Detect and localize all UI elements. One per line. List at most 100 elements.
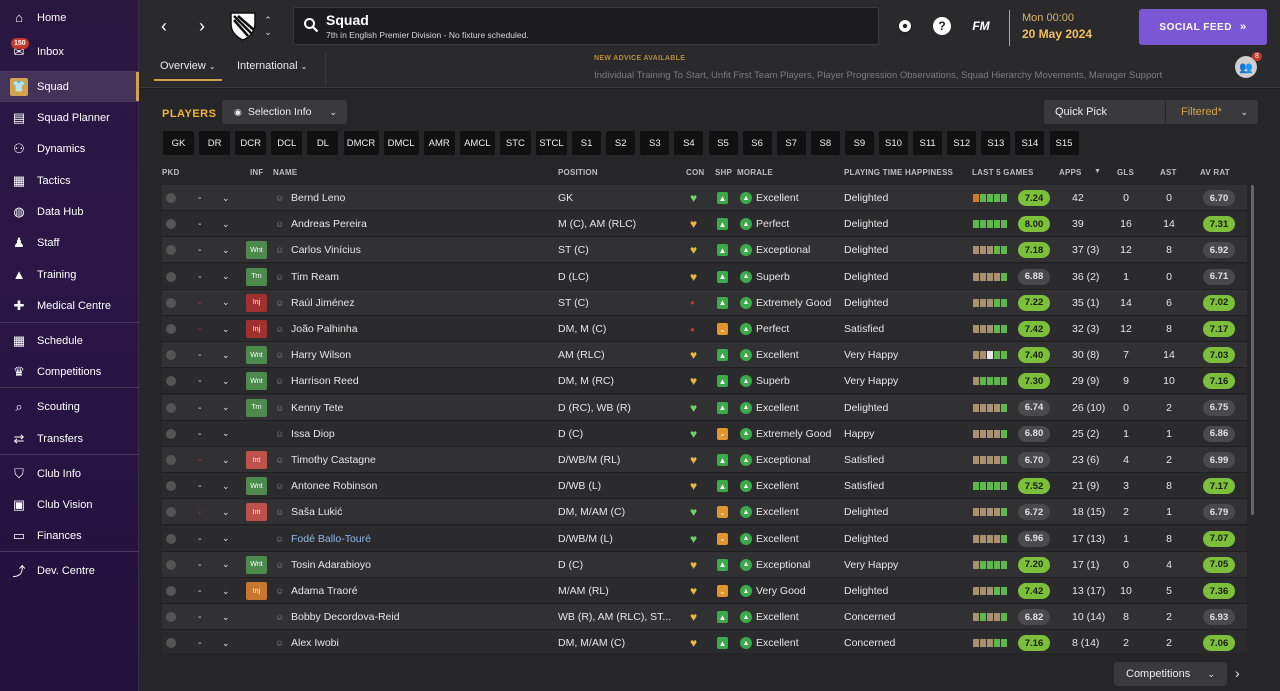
- selection-dash-icon[interactable]: -: [198, 427, 202, 440]
- pkd-toggle-icon[interactable]: [166, 350, 176, 361]
- pkd-toggle-icon[interactable]: [166, 324, 176, 334]
- selection-dash-icon[interactable]: -: [198, 532, 202, 545]
- title-search-box[interactable]: Squad 7th in English Premier Division - …: [293, 7, 879, 45]
- table-row[interactable]: - ⌄ ☺ Alex Iwobi DM, M/AM (C) ♥ ▲ ▲ Excellent Con…: [162, 630, 1247, 653]
- table-row[interactable]: - ⌄ Wnt ☺ Harry Wilson AM (RLC) ♥ ▲ ▲ Excellent Ve…: [162, 342, 1247, 369]
- position-filter-s11[interactable]: S11: [913, 131, 943, 155]
- player-name[interactable]: Andreas Pereira: [291, 218, 367, 231]
- row-dropdown-icon[interactable]: ⌄: [222, 402, 230, 413]
- sidebar-item-medical-centre[interactable]: ✚ Medical Centre: [0, 290, 139, 321]
- player-name[interactable]: Raúl Jiménez: [291, 296, 355, 309]
- pkd-toggle-icon[interactable]: [166, 219, 176, 230]
- position-filter-dl[interactable]: DL: [307, 131, 339, 155]
- player-name[interactable]: Adama Traoré: [291, 585, 358, 597]
- selection-dash-icon[interactable]: -: [198, 244, 202, 257]
- pkd-toggle-icon[interactable]: [166, 533, 176, 544]
- player-name[interactable]: Tosin Adarabioyo: [291, 558, 371, 571]
- table-row[interactable]: - ⌄ ☺ Andreas Pereira M (C), AM (RLC) ♥ ▲ ▲ Perf…: [162, 211, 1247, 238]
- col-inf[interactable]: INF: [250, 168, 264, 177]
- selection-dash-icon[interactable]: -: [198, 270, 202, 283]
- position-filter-s10[interactable]: S10: [879, 131, 908, 155]
- pkd-toggle-icon[interactable]: [166, 428, 176, 439]
- pkd-toggle-icon[interactable]: [166, 193, 176, 203]
- row-dropdown-icon[interactable]: ⌄: [222, 297, 230, 308]
- position-filter-gk[interactable]: GK: [163, 131, 194, 155]
- pkd-toggle-icon[interactable]: [166, 612, 176, 623]
- position-filter-dr[interactable]: DR: [199, 131, 231, 155]
- table-row[interactable]: - ⌄ Inj ☺ João Palhinha DM, M (C) ● ⌄ ▲ Perfect Sa…: [162, 316, 1247, 342]
- selection-dash-icon[interactable]: -: [198, 349, 202, 362]
- position-filter-s15[interactable]: S15: [1049, 131, 1079, 155]
- sidebar-item-scouting[interactable]: ⌕ Scouting: [0, 391, 139, 422]
- selection-dash-icon[interactable]: -: [198, 192, 202, 204]
- table-row[interactable]: - ⌄ Wnt ☺ Carlos Vinícius ST (C) ♥ ▲ ▲ Exceptiona…: [162, 237, 1247, 264]
- tab-overview[interactable]: Overview ⌄: [154, 60, 222, 81]
- chevron-right-icon[interactable]: ›: [1235, 665, 1240, 681]
- player-name[interactable]: Harry Wilson: [291, 349, 352, 362]
- row-dropdown-icon[interactable]: ⌄: [222, 244, 230, 255]
- selection-dash-icon[interactable]: -: [198, 323, 202, 335]
- pkd-toggle-icon[interactable]: [166, 638, 176, 649]
- selection-dash-icon[interactable]: -: [198, 611, 202, 624]
- sidebar-item-home[interactable]: ⌂ Home: [0, 2, 139, 33]
- row-dropdown-icon[interactable]: ⌄: [222, 480, 230, 491]
- pkd-toggle-icon[interactable]: [166, 402, 176, 413]
- col-con[interactable]: CON: [686, 168, 705, 177]
- player-name[interactable]: Bernd Leno: [291, 192, 346, 204]
- table-row[interactable]: - ⌄ ☺ Bobby Decordova-Reid WB (R), AM (RLC),…: [162, 604, 1247, 631]
- sidebar-item-transfers[interactable]: ⇄ Transfers: [0, 423, 139, 454]
- sidebar-item-staff[interactable]: ♟ Staff: [0, 227, 139, 258]
- selection-dash-icon[interactable]: -: [198, 506, 202, 519]
- position-filter-stc[interactable]: STC: [499, 131, 531, 155]
- pkd-toggle-icon[interactable]: [166, 376, 176, 387]
- position-filter-s14[interactable]: S14: [1015, 131, 1045, 155]
- table-row[interactable]: - ⌄ ☺ Bernd Leno GK ♥ ▲ ▲ Excellent Delighted 7.24…: [162, 185, 1247, 211]
- sidebar-item-schedule[interactable]: ▦ Schedule: [0, 325, 139, 356]
- col-apps[interactable]: APPS: [1059, 168, 1082, 177]
- table-scrollbar[interactable]: [1251, 185, 1254, 515]
- player-name[interactable]: Tim Ream: [291, 270, 340, 283]
- position-filter-amr[interactable]: AMR: [423, 131, 455, 155]
- row-dropdown-icon[interactable]: ⌄: [222, 559, 230, 570]
- table-row[interactable]: - ⌄ Inj ☺ Adama Traoré M/AM (RL) ♥ ⌄ ▲ Very Good D…: [162, 578, 1247, 604]
- sidebar-item-tactics[interactable]: ▦ Tactics: [0, 165, 139, 196]
- col-position[interactable]: POSITION: [558, 168, 598, 177]
- col-av-rat[interactable]: AV RAT: [1200, 168, 1230, 177]
- position-filter-s5[interactable]: S5: [708, 131, 738, 155]
- col-morale[interactable]: MORALE: [737, 168, 773, 177]
- table-row[interactable]: - ⌄ Trn ☺ Kenny Tete D (RC), WB (R) ♥ ▲ ▲ Excelle…: [162, 394, 1247, 421]
- game-date[interactable]: Mon 00:00 20 May 2024: [1009, 10, 1119, 46]
- row-dropdown-icon[interactable]: ⌄: [222, 585, 230, 596]
- col-gls[interactable]: GLS: [1117, 168, 1135, 177]
- social-feed-button[interactable]: SOCIAL FEED »: [1139, 9, 1267, 45]
- sidebar-item-squad-planner[interactable]: ▤ Squad Planner: [0, 102, 139, 133]
- position-filter-s8[interactable]: S8: [810, 131, 840, 155]
- ball-icon[interactable]: [893, 14, 917, 38]
- position-filter-s13[interactable]: S13: [981, 131, 1011, 155]
- selection-dash-icon[interactable]: -: [198, 401, 202, 414]
- row-dropdown-icon[interactable]: ⌄: [222, 454, 230, 465]
- sidebar-item-club-info[interactable]: ⛉ Club Info: [0, 458, 139, 489]
- player-name[interactable]: Bobby Decordova-Reid: [291, 611, 400, 624]
- pkd-toggle-icon[interactable]: [166, 586, 176, 596]
- position-filter-stcl[interactable]: STCL: [536, 131, 567, 155]
- sidebar-item-finances[interactable]: ▭ Finances: [0, 520, 139, 551]
- sidebar-item-data-hub[interactable]: ◍ Data Hub: [0, 196, 139, 227]
- position-filter-s7[interactable]: S7: [776, 131, 806, 155]
- club-switch-icon[interactable]: ⌃ ⌄: [264, 15, 272, 37]
- sidebar-item-dynamics[interactable]: ⚇ Dynamics: [0, 133, 139, 164]
- competitions-button[interactable]: Competitions ⌄: [1114, 662, 1227, 686]
- col-playing-time[interactable]: PLAYING TIME HAPPINESS: [844, 168, 954, 177]
- pkd-toggle-icon[interactable]: [166, 297, 176, 308]
- pkd-toggle-icon[interactable]: [166, 455, 176, 465]
- row-dropdown-icon[interactable]: ⌄: [222, 349, 230, 360]
- position-filter-dcl[interactable]: DCL: [271, 131, 303, 155]
- position-filter-s1[interactable]: S1: [572, 131, 602, 155]
- selection-dash-icon[interactable]: -: [198, 558, 202, 571]
- selection-dash-icon[interactable]: -: [198, 637, 202, 650]
- position-filter-s4[interactable]: S4: [674, 131, 704, 155]
- player-name[interactable]: Fodé Ballo-Touré: [291, 532, 371, 545]
- tab-international[interactable]: International ⌄: [237, 60, 307, 72]
- advice-text[interactable]: Individual Training To Start, Unfit Firs…: [594, 70, 1163, 81]
- player-name[interactable]: Timothy Castagne: [291, 454, 376, 466]
